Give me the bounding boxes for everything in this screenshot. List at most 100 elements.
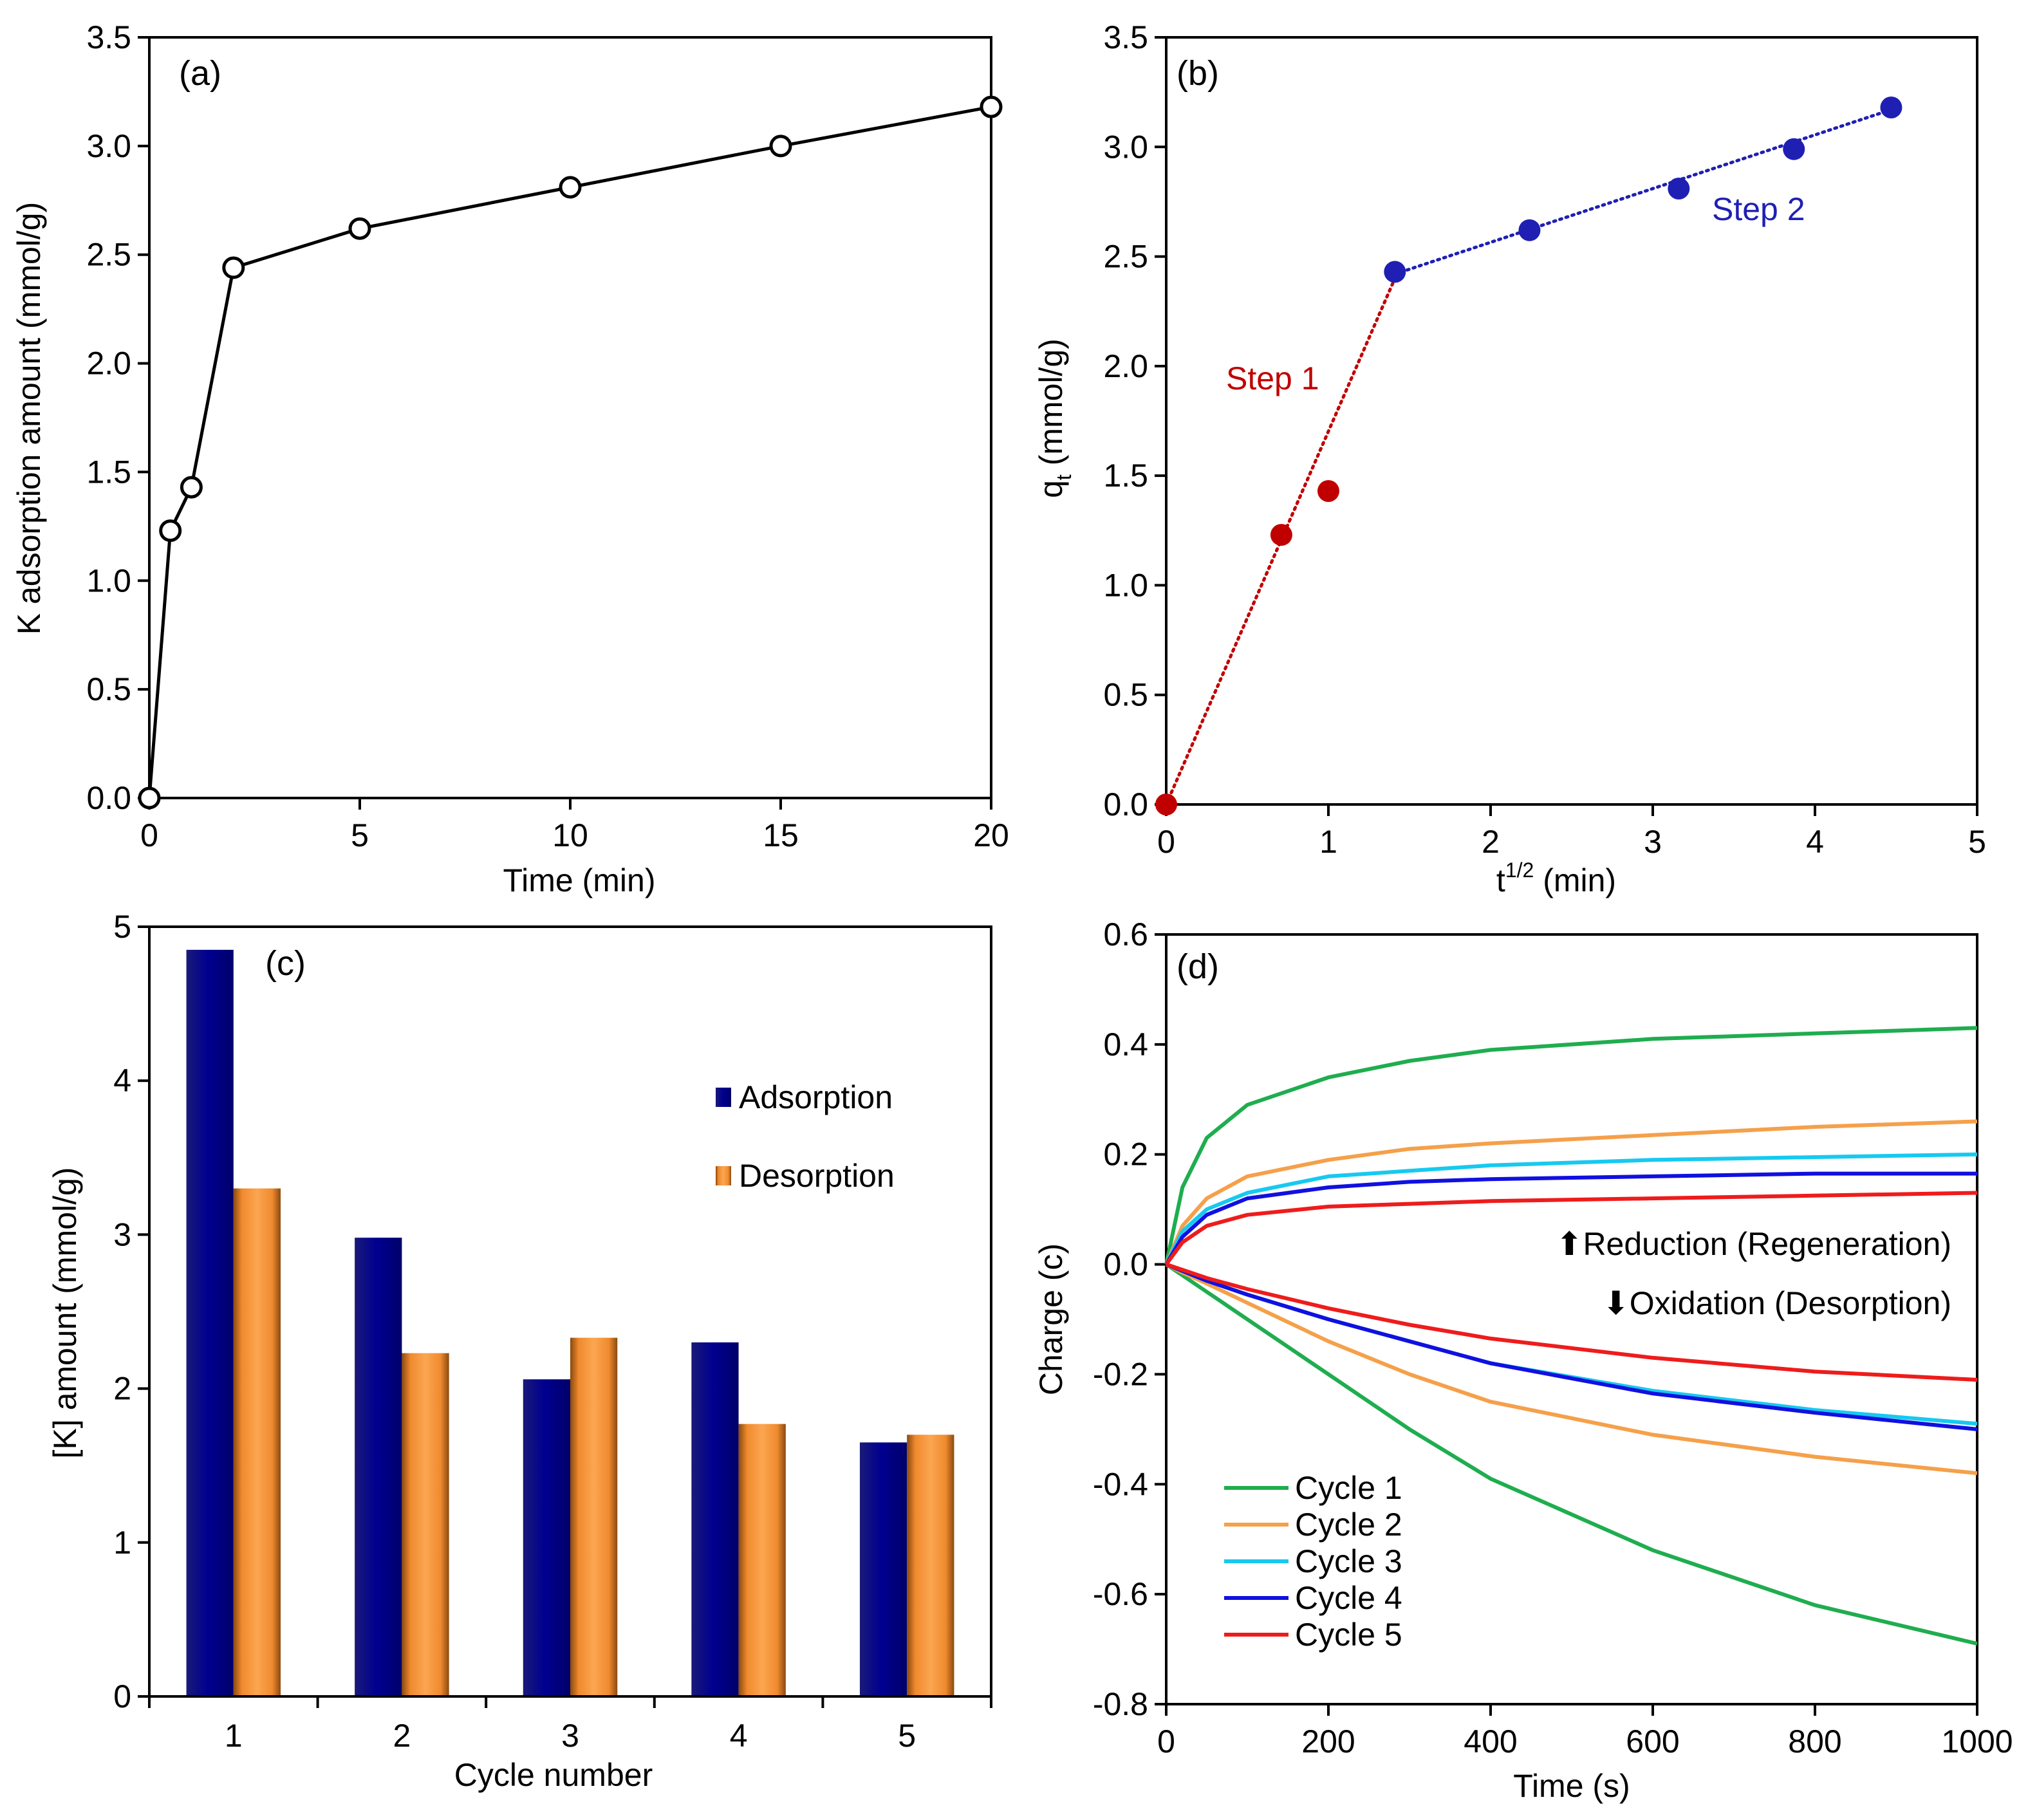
panel-c-y-tick-label: 4 xyxy=(113,1063,131,1099)
panel-b-y-tick-label: 3.5 xyxy=(1103,19,1148,55)
panel-b-annotation-step-2: Step 2 xyxy=(1712,191,1805,227)
legend-label-desorption: Desorption xyxy=(739,1158,895,1194)
panel-a-ylabel: K adsorption amount (mmol/g) xyxy=(11,202,47,635)
panel-d-x-tick-label: 0 xyxy=(1157,1723,1175,1760)
panel-b-y-tick-label: 1.5 xyxy=(1103,458,1148,494)
oxidation-text: Oxidation (Desorption) xyxy=(1630,1285,1951,1321)
panel-b-step-2-data-point xyxy=(1668,177,1690,200)
panel-b: 0 1 2 3 4 5 0.0 0.5 1.0 1.5 2.0 2.5 3.0 3.5 (b) Step … xyxy=(1033,19,1986,898)
legend-swatch-desorption xyxy=(716,1166,731,1185)
panel-a-series xyxy=(138,95,1003,810)
panel-a-data-point xyxy=(559,176,582,199)
panel-c-x-tick-label: 3 xyxy=(561,1718,579,1754)
panel-b-ylabel-sub: t xyxy=(1052,474,1075,480)
panel-d-y-tick-label: -0.4 xyxy=(1093,1466,1148,1502)
panel-d-annotation-reduction: ⬆Reduction (Regeneration) xyxy=(1556,1226,1951,1262)
panel-a-label: (a) xyxy=(179,54,221,93)
panel-c-y-tick-label: 5 xyxy=(113,909,131,945)
panel-d-series xyxy=(1164,1026,1978,1646)
panel-b-step-2-trendline xyxy=(1393,107,1893,276)
panel-d: 0 200 400 600 800 1000 -0.8 -0.6 -0.4 -0.2 0.0 0.2 0… xyxy=(1033,916,2013,1804)
panel-c-bar-desorption xyxy=(402,1353,449,1696)
panel-b-xlabel-main: t xyxy=(1496,862,1505,898)
panel-d-cycle-1-oxidation-line xyxy=(1165,1263,1978,1646)
panel-a-y-tick-label: 1.0 xyxy=(86,562,131,599)
panel-b-y-tick-label: 1.0 xyxy=(1103,567,1148,603)
panel-d-y-tick-label: 0.2 xyxy=(1103,1137,1148,1173)
panel-d-x-tick-label: 600 xyxy=(1626,1723,1679,1760)
panel-a-x-tick-label: 10 xyxy=(552,817,588,853)
panel-b-label: (b) xyxy=(1177,54,1219,93)
panel-a-x-tick-label: 20 xyxy=(973,817,1009,853)
panel-d-x-tick-label: 800 xyxy=(1788,1723,1841,1760)
panel-b-x-tick-label: 0 xyxy=(1157,824,1175,860)
panel-c-xlabel: Cycle number xyxy=(454,1757,653,1793)
panel-d-cycle-5-oxidation-line xyxy=(1166,1262,1978,1382)
panel-d-y-tick-label: -0.8 xyxy=(1093,1686,1148,1722)
panel-c-y-tick-label: 1 xyxy=(113,1525,131,1561)
panel-a-x-tick-label: 0 xyxy=(140,817,158,853)
panel-b-gridlayer: 0 1 2 3 4 5 0.0 0.5 1.0 1.5 2.0 2.5 3.0 3.5 xyxy=(1103,19,1986,860)
panel-c-y-tick-label: 3 xyxy=(113,1216,131,1252)
panel-c-x-tick-label: 2 xyxy=(393,1718,411,1754)
panel-d-legend-label-cycle-1: Cycle 1 xyxy=(1295,1470,1402,1506)
panel-c-gridlayer: 0 1 2 3 4 5 1 2 3 4 5 xyxy=(113,909,992,1754)
panel-d-y-tick-label: 0.4 xyxy=(1103,1026,1148,1063)
panel-a-y-tick-label: 1.5 xyxy=(86,454,131,490)
panel-b-ylabel-rest: (mmol/g) xyxy=(1033,339,1069,474)
panel-d-cycle-2-reduction-line xyxy=(1164,1119,1978,1265)
reduction-text: Reduction (Regeneration) xyxy=(1583,1226,1951,1262)
panel-c: 0 1 2 3 4 5 1 2 3 4 5 (c) Adsorption Desorption Cy… xyxy=(47,909,992,1793)
panel-c-bar-desorption xyxy=(570,1337,618,1696)
panel-b-y-tick-label: 0.0 xyxy=(1103,786,1148,822)
panel-b-annotation-step-1: Step 1 xyxy=(1226,360,1319,396)
panel-d-plot-frame xyxy=(1165,933,1978,1705)
panel-c-x-tick-label: 5 xyxy=(898,1718,916,1754)
panel-c-legend: Adsorption Desorption xyxy=(716,1079,895,1194)
legend-label-adsorption: Adsorption xyxy=(739,1079,893,1115)
panel-a-y-tick-label: 0.5 xyxy=(86,671,131,707)
panel-a-x-tick-label: 15 xyxy=(763,817,799,853)
panel-c-series xyxy=(186,949,954,1696)
panel-b-step-2-data-point xyxy=(1880,96,1902,118)
panel-a-data-point xyxy=(159,519,182,543)
panel-b-y-tick-label: 0.5 xyxy=(1103,677,1148,713)
panel-b-y-tick-label: 3.0 xyxy=(1103,129,1148,165)
panel-d-y-tick-label: 0.6 xyxy=(1103,916,1148,952)
panel-c-y-tick-label: 0 xyxy=(113,1678,131,1714)
panel-b-step-2-data-point xyxy=(1384,261,1406,283)
panel-d-gridlayer: 0 200 400 600 800 1000 -0.8 -0.6 -0.4 -0.2 0.0 0.2 0… xyxy=(1093,916,2013,1760)
panel-b-plot-frame xyxy=(1165,36,1978,806)
panel-b-ylabel: qt (mmol/g) xyxy=(1033,339,1075,498)
panel-d-legend-label-cycle-2: Cycle 2 xyxy=(1295,1507,1402,1543)
panel-d-label: (d) xyxy=(1177,947,1219,986)
panel-b-step-1-data-point xyxy=(1317,479,1339,502)
panel-c-bar-desorption xyxy=(738,1424,786,1696)
panel-b-step-2-data-point xyxy=(1518,219,1541,241)
panel-a-x-tick-label: 5 xyxy=(351,817,369,853)
panel-a-data-point xyxy=(138,786,161,810)
panel-a-y-tick-label: 0.0 xyxy=(86,780,131,816)
panel-b-step-1-trendline xyxy=(1164,277,1397,806)
panel-d-legend-label-cycle-4: Cycle 4 xyxy=(1295,1580,1402,1616)
panel-d-y-tick-label: 0.0 xyxy=(1103,1247,1148,1283)
reduction-arrow-icon: ⬆ xyxy=(1556,1226,1583,1262)
panel-d-cycle-5-reduction-line xyxy=(1164,1191,1978,1266)
panel-a-data-point xyxy=(180,476,203,499)
panel-b-step-2-data-point xyxy=(1783,138,1805,160)
panel-b-xlabel-sup: 1/2 xyxy=(1505,859,1534,882)
panel-d-x-tick-label: 1000 xyxy=(1941,1723,2013,1760)
panel-c-x-tick-label: 4 xyxy=(730,1718,748,1754)
panel-b-x-tick-label: 4 xyxy=(1806,824,1824,860)
panel-a-plot-frame xyxy=(148,36,992,799)
panel-c-bar-desorption xyxy=(907,1435,954,1696)
panel-a-xlabel: Time (min) xyxy=(503,862,655,898)
panel-a-y-tick-label: 3.0 xyxy=(86,128,131,164)
panel-b-step-1-data-point xyxy=(1155,794,1177,815)
panel-d-x-tick-label: 200 xyxy=(1301,1723,1355,1760)
panel-c-y-tick-label: 2 xyxy=(113,1371,131,1407)
panel-c-bar-adsorption xyxy=(523,1379,570,1696)
oxidation-arrow-icon: ⬇ xyxy=(1603,1285,1630,1321)
